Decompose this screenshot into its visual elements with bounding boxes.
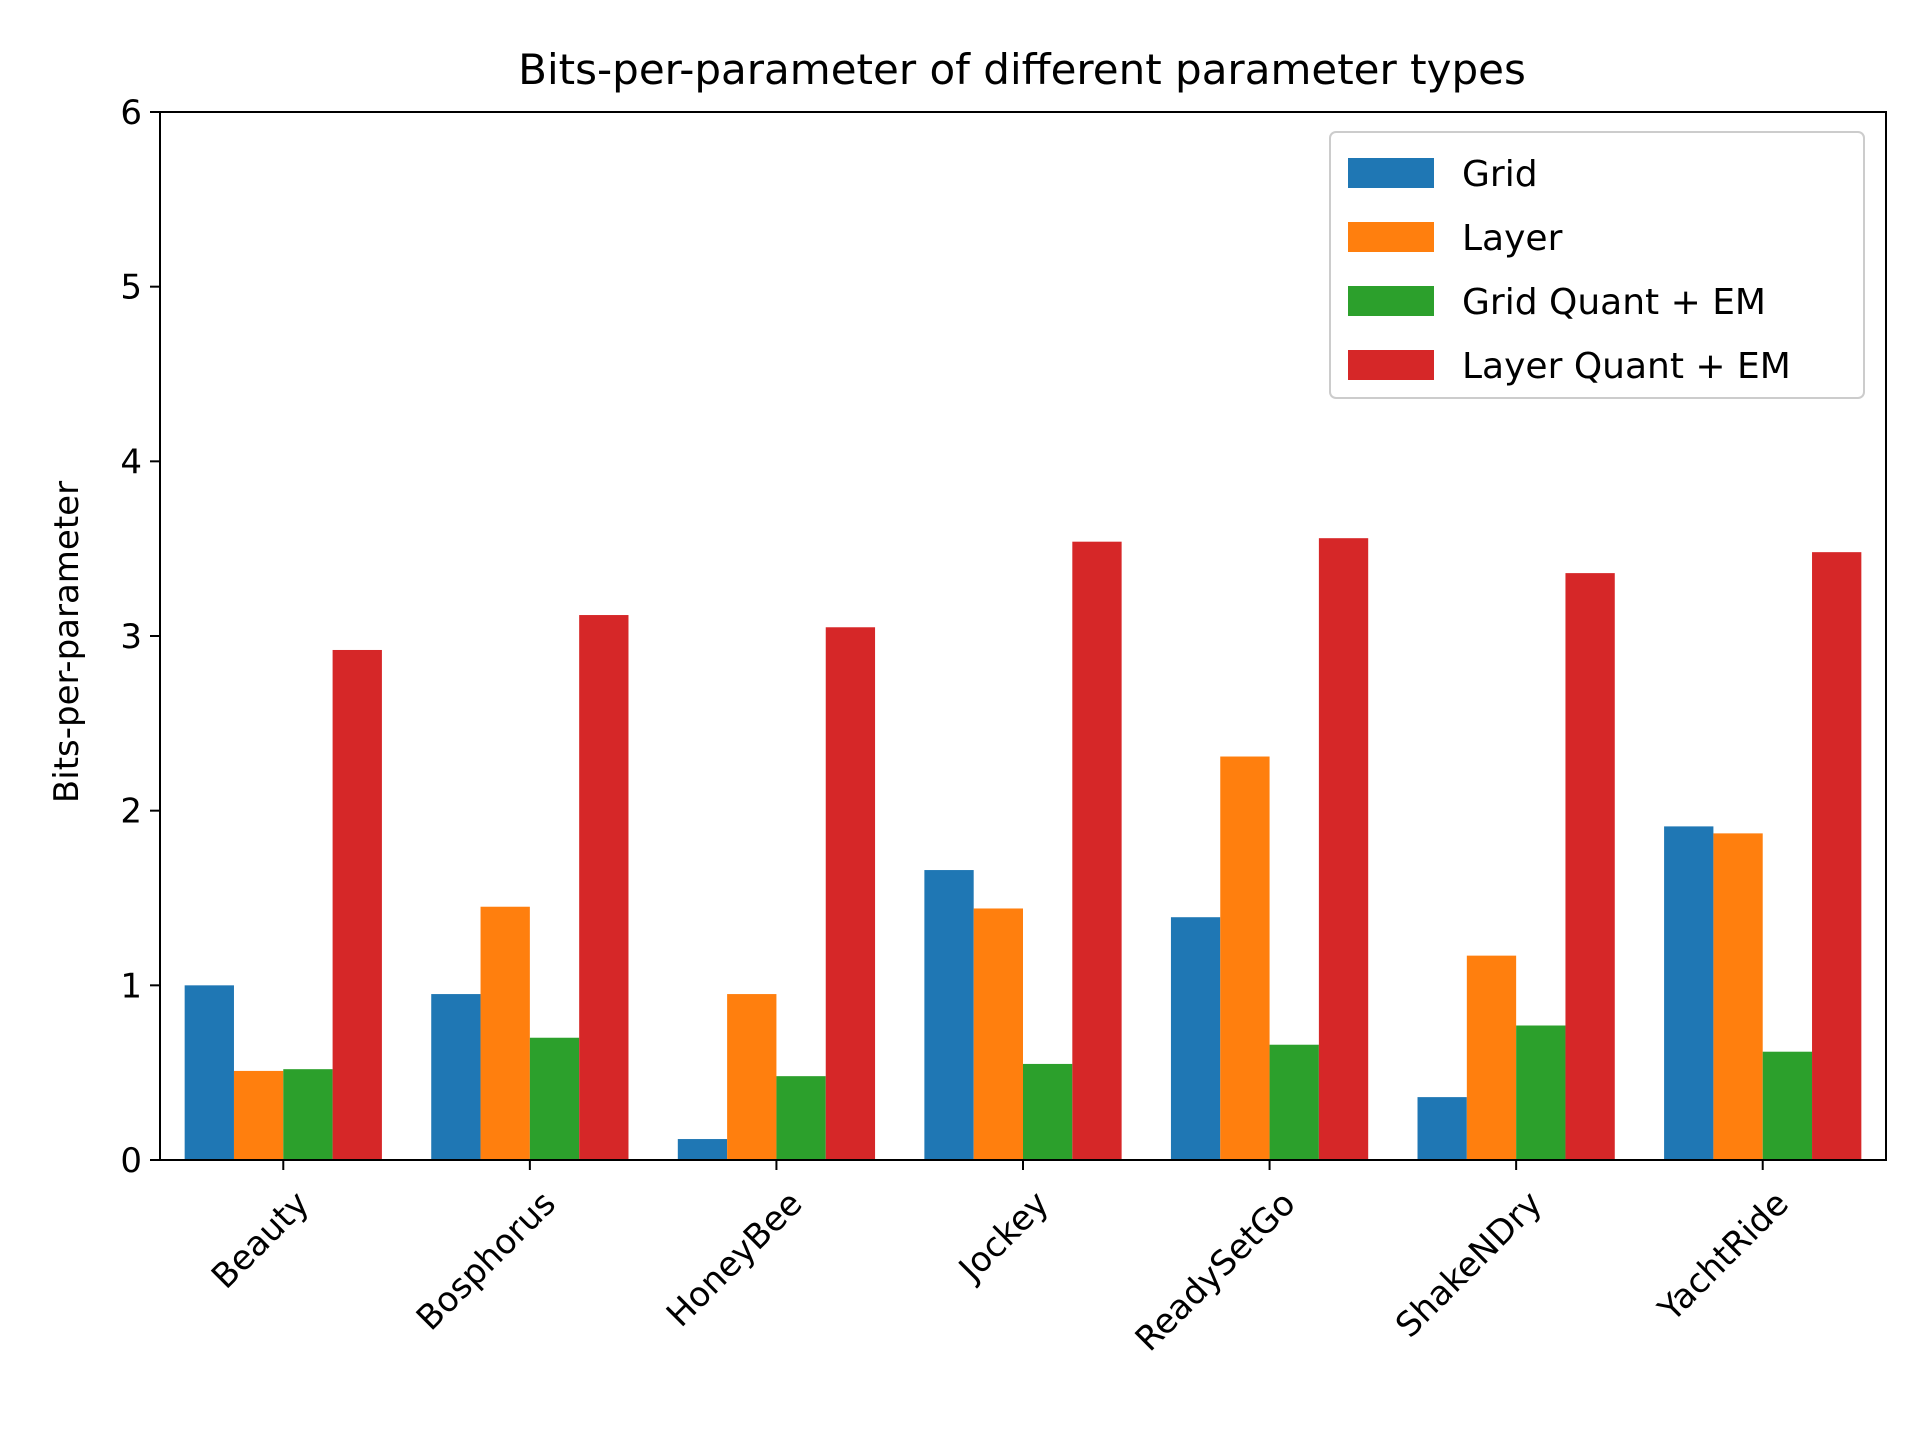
legend-swatch (1348, 158, 1434, 188)
legend-swatch (1348, 222, 1434, 252)
bar-layer-quant-em-shakendry (1565, 573, 1615, 1160)
bar-grid-quant-em-jockey (1023, 1063, 1073, 1160)
legend-swatch (1348, 286, 1434, 316)
legend-label: Layer (1462, 218, 1563, 259)
y-tick-label: 0 (120, 1141, 142, 1181)
legend-swatch (1348, 350, 1434, 380)
bars-layer (184, 538, 1862, 1160)
bar-layer-beauty (233, 1070, 284, 1160)
bar-grid-jockey (924, 870, 974, 1160)
bar-layer-jockey (973, 908, 1023, 1160)
bar-grid-beauty (184, 985, 234, 1160)
bar-grid-quant-em-shakendry (1516, 1025, 1566, 1160)
bar-grid-quant-em-readysetgo (1269, 1044, 1319, 1160)
bar-grid-quant-em-bosphorus (529, 1037, 580, 1160)
y-tick-label: 2 (120, 792, 142, 832)
y-tick-label: 1 (120, 966, 142, 1006)
bar-grid-quant-em-beauty (283, 1069, 333, 1160)
y-tick-label: 5 (120, 268, 142, 308)
bar-layer-honeybee (727, 994, 777, 1160)
legend-box (1329, 131, 1865, 399)
bar-layer-quant-em-yachtride (1812, 552, 1862, 1160)
bar-layer-yachtride (1713, 833, 1763, 1160)
y-axis-label: Bits-per-parameter (47, 481, 87, 803)
bar-layer-quant-em-beauty (332, 649, 382, 1160)
bar-grid-yachtride (1664, 826, 1714, 1160)
legend: Grid Layer Grid Quant + EM Layer Quant + EM (1329, 131, 1865, 399)
y-tick-label: 6 (120, 93, 142, 133)
bar-layer-bosphorus (480, 906, 530, 1160)
bar-layer-quant-em-bosphorus (579, 615, 629, 1160)
legend-label: Grid (1462, 154, 1538, 195)
bar-grid-bosphorus (431, 994, 481, 1160)
bar-grid-readysetgo (1170, 917, 1221, 1160)
bar-layer-quant-em-jockey (1072, 541, 1122, 1160)
bar-layer-quant-em-readysetgo (1318, 538, 1369, 1160)
bar-grid-quant-em-yachtride (1762, 1051, 1813, 1160)
y-tick-label: 4 (120, 442, 142, 482)
bar-grid-shakendry (1417, 1097, 1467, 1160)
y-tick-label: 3 (120, 617, 142, 657)
bar-grid-quant-em-honeybee (776, 1076, 826, 1160)
legend-label: Grid Quant + EM (1462, 282, 1766, 323)
bar-layer-readysetgo (1220, 756, 1270, 1160)
bar-layer-shakendry (1466, 955, 1517, 1160)
chart-title: Bits-per-parameter of different paramete… (518, 45, 1526, 94)
bar-layer-quant-em-honeybee (825, 627, 876, 1160)
bar-grid-honeybee (677, 1139, 728, 1160)
legend-label: Layer Quant + EM (1462, 346, 1791, 387)
